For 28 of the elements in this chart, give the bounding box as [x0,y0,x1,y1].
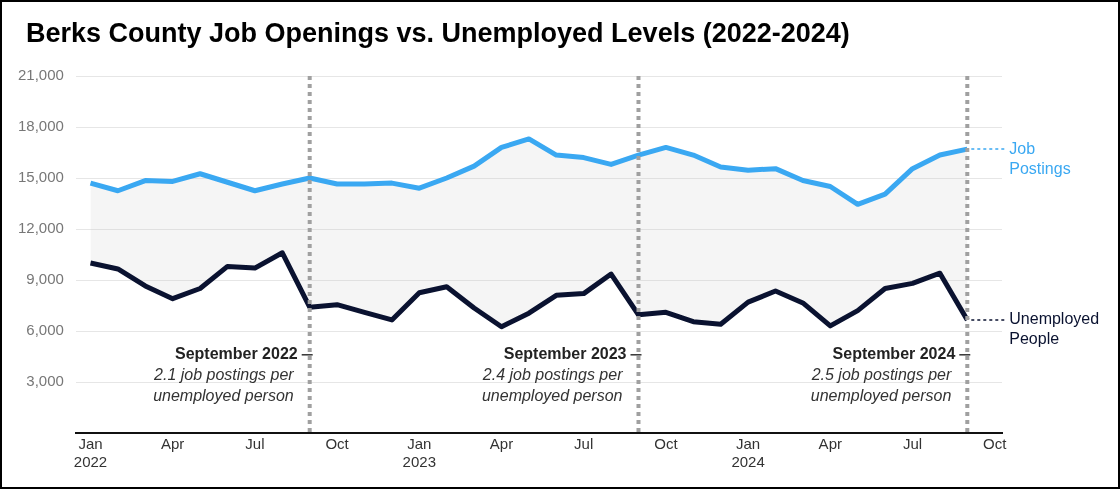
x-tick-label: Jul [902,435,923,453]
x-tick-label: Apr [489,435,514,453]
y-tick-label: 21,000 [17,66,64,84]
x-tick-label: Jan 2024 [731,435,765,471]
x-tick-label: Jan 2023 [402,435,436,471]
x-tick-label: Oct [654,435,679,453]
annotation: 2.5 job postings per unemployed person [810,366,952,405]
x-tick-label: Jul [574,435,594,453]
x-tick-label: Apr [818,435,842,453]
x-tick-label: Oct [983,435,1008,453]
annotation: 2.1 job postings per unemployed person [153,366,295,405]
x-tick-label: Jul [245,435,265,453]
text: Unemployed People [1009,310,1100,348]
chart-title: Berks County Job Openings vs. Unemployed Levels (2022-2024) [26,18,851,49]
ref-line-label: September 2022 [174,345,298,363]
y-tick-label: 6,000 [26,321,64,339]
x-tick-label: Oct [325,435,350,453]
y-tick-label: 18,000 [17,117,64,135]
y-tick-label: 9,000 [26,270,64,288]
annotation: 2.4 job postings per unemployed person [481,366,624,405]
x-tick-label: Jan 2022 [73,435,108,471]
y-tick-label: 12,000 [17,219,64,237]
ref-line-label: September 2024 [832,345,956,363]
ref-line-label: September 2023 [503,345,627,363]
y-tick-label: 3,000 [26,372,64,390]
text: Job Postings [1009,139,1071,177]
x-tick-label: Apr [161,435,185,453]
y-tick-label: 15,000 [17,168,64,186]
